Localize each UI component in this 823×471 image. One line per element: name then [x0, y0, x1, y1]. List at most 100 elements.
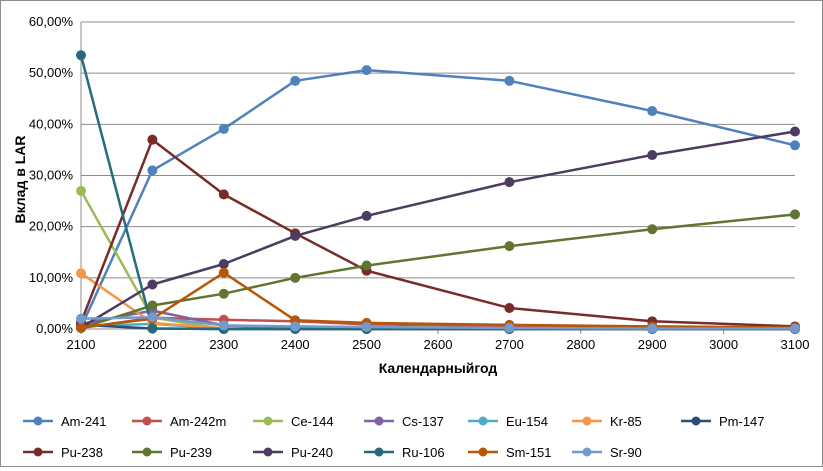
legend-item: Pm-147 — [681, 414, 765, 429]
data-point — [790, 323, 800, 334]
data-point — [76, 322, 86, 333]
legend-item: Sm-151 — [468, 445, 552, 460]
data-point — [790, 209, 800, 220]
data-point — [504, 241, 515, 252]
data-point — [504, 177, 515, 188]
data-point — [647, 150, 658, 161]
y-tick-label: 20,00% — [29, 219, 74, 234]
legend-item: Pu-238 — [23, 445, 103, 460]
data-point — [504, 75, 515, 86]
data-point — [147, 312, 158, 323]
data-point — [147, 300, 158, 311]
data-point — [76, 185, 86, 196]
legend-item: Ce-144 — [253, 414, 334, 429]
legend-label: Pu-238 — [61, 445, 103, 460]
data-point — [147, 165, 158, 176]
y-axis-title: Вклад в LAR — [12, 135, 28, 223]
legend-swatch-marker — [374, 416, 384, 426]
series-line — [80, 315, 795, 330]
data-point — [647, 224, 658, 235]
series-line — [80, 213, 796, 330]
legend-label: Cs-137 — [402, 414, 444, 429]
y-tick-label: 50,00% — [29, 65, 74, 80]
data-point — [147, 323, 158, 334]
data-point — [361, 260, 372, 271]
legend-label: Am-242m — [170, 414, 226, 429]
legend-label: Sr-90 — [610, 445, 642, 460]
data-point — [290, 230, 301, 241]
legend-label: Kr-85 — [610, 414, 642, 429]
x-tick-label: 2500 — [352, 337, 381, 352]
data-point — [218, 320, 229, 331]
data-point — [76, 50, 86, 61]
x-tick-label: 2100 — [67, 337, 96, 352]
data-point — [361, 210, 372, 221]
legend-item: Sr-90 — [572, 445, 642, 460]
data-point — [790, 140, 800, 151]
legend-swatch-marker — [691, 416, 701, 426]
data-point — [218, 259, 229, 270]
legend-label: Am-241 — [61, 414, 107, 429]
series-pu-239 — [76, 209, 800, 333]
data-point — [361, 65, 372, 76]
x-tick-label: 2200 — [138, 337, 167, 352]
series-sr-90 — [76, 312, 800, 334]
data-point — [647, 323, 658, 334]
legend-label: Ru-106 — [402, 445, 445, 460]
series-line — [80, 271, 796, 329]
data-point — [504, 303, 515, 314]
x-tick-label: 2300 — [209, 337, 238, 352]
legend: Am-241 Am-242m Ce-144 Cs-137 Eu-154 Kr-85 Pm-1… — [23, 414, 765, 460]
legend-swatch-marker — [263, 447, 273, 457]
y-tick-label: 30,00% — [29, 168, 74, 183]
data-point — [504, 322, 515, 333]
data-point — [218, 288, 229, 299]
legend-swatch-marker — [142, 447, 152, 457]
legend-item: Am-241 — [23, 414, 107, 429]
data-point — [218, 189, 229, 200]
data-point — [790, 126, 800, 137]
data-point — [147, 279, 158, 290]
legend-label: Pm-147 — [719, 414, 765, 429]
legend-item: Ru-106 — [364, 445, 445, 460]
data-point — [290, 272, 301, 283]
y-tick-label: 10,00% — [29, 270, 74, 285]
series-line — [79, 68, 796, 329]
x-tick-label: 2600 — [424, 337, 453, 352]
series-pu-238 — [76, 134, 800, 332]
legend-item: Am-242m — [132, 414, 226, 429]
series-ru-106 — [76, 50, 800, 334]
legend-item: Cs-137 — [364, 414, 444, 429]
legend-swatch-marker — [33, 416, 43, 426]
series-line — [79, 190, 795, 331]
legend-label: Pu-239 — [170, 445, 212, 460]
x-tick-label: 2700 — [495, 337, 524, 352]
legend-item: Pu-239 — [132, 445, 212, 460]
x-axis-title: Календарныйгод — [379, 360, 498, 376]
data-point — [218, 267, 229, 278]
legend-label: Ce-144 — [291, 414, 334, 429]
legend-swatch-marker — [142, 416, 152, 426]
y-tick-label: 60,00% — [29, 14, 74, 29]
legend-swatch-marker — [263, 416, 273, 426]
legend-item: Pu-240 — [253, 445, 333, 460]
series-ce-144 — [76, 185, 800, 334]
legend-label: Eu-154 — [506, 414, 548, 429]
data-point — [361, 321, 372, 332]
x-tick-label: 2900 — [638, 337, 667, 352]
y-tick-label: 40,00% — [29, 116, 74, 131]
legend-swatch-marker — [478, 447, 488, 457]
data-point — [647, 106, 658, 117]
x-tick-label: 2400 — [281, 337, 310, 352]
series-line — [80, 130, 796, 329]
series-lines — [76, 50, 800, 334]
data-point — [76, 268, 86, 279]
legend-swatch-marker — [582, 416, 592, 426]
axes: 0,00% 10,00% 20,00% 30,00% 40,00% 50,00% 60,00… — [29, 14, 810, 352]
x-tick-label: 2800 — [566, 337, 595, 352]
data-point — [290, 321, 301, 332]
legend-label: Pu-240 — [291, 445, 333, 460]
legend-swatch-marker — [478, 416, 488, 426]
